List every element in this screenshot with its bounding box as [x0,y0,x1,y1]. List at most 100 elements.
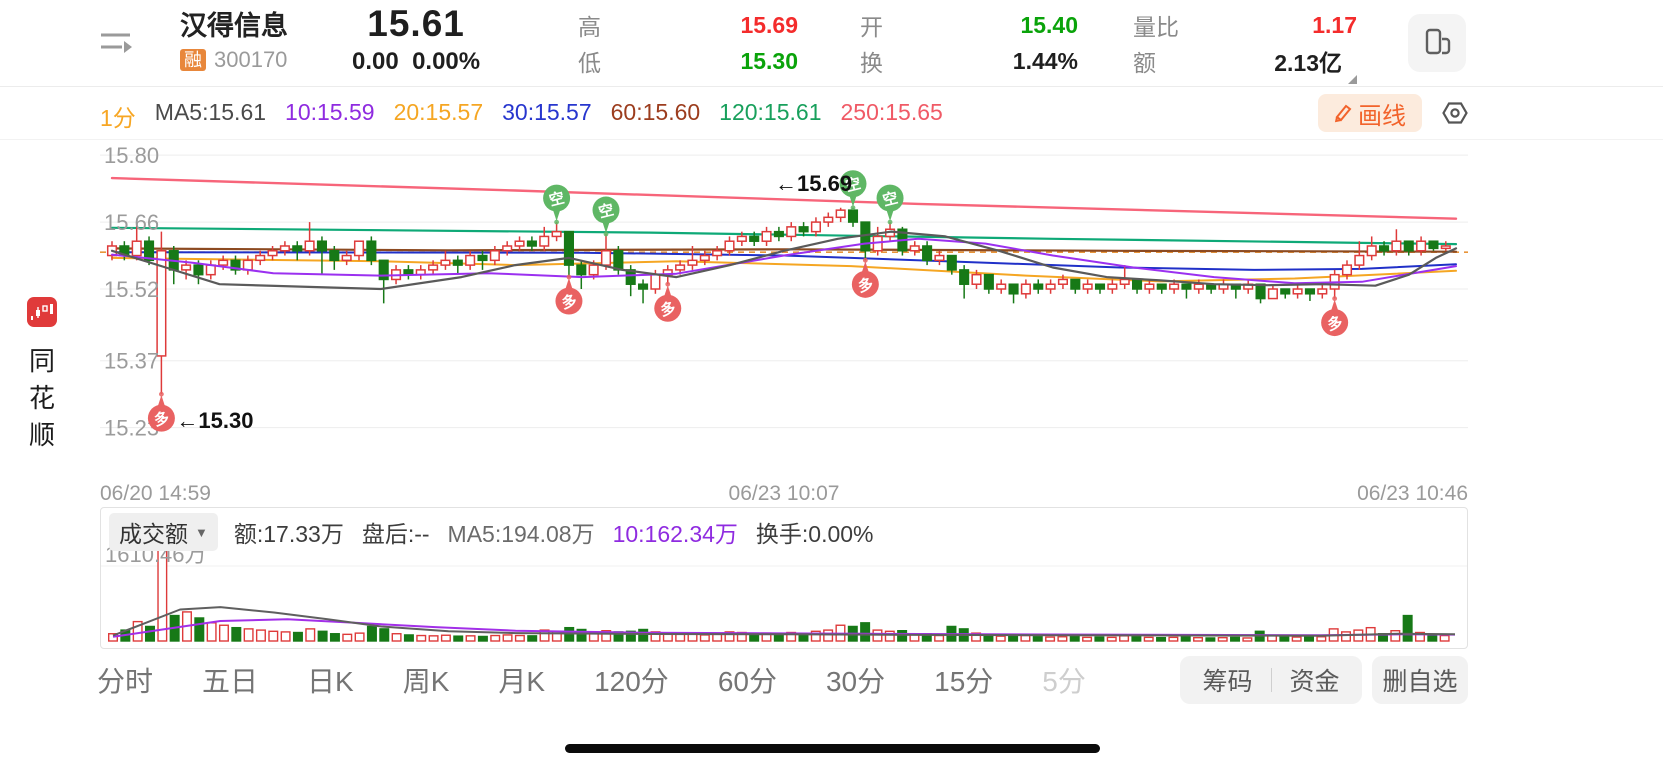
svg-text:15.80: 15.80 [104,143,159,168]
tab-60分[interactable]: 60分 [717,666,777,697]
tab-120分[interactable]: 120分 [594,666,669,697]
volume-stat: 额:17.33万 [233,521,344,547]
rotate-screen-button[interactable] [1408,14,1466,72]
tab-5分[interactable]: 5分 [1042,666,1086,697]
volume-pane[interactable]: 1610.46万 成交额 ▼ 额:17.33万 盘后:-- MA5:194.08万 1… [100,507,1468,649]
short-signal-bubble[interactable]: 空 [876,184,904,225]
stock-code: 300170 [214,47,288,72]
price-change: 0.00 0.00% [352,48,481,75]
ths-brand: 同花顺 [22,296,62,454]
long-signal-bubble[interactable]: 多 [851,257,879,298]
ma-value-label: 30:15.57 [502,99,592,125]
pencil-icon [1334,104,1352,123]
quote-stat-row: 换 1.44% [860,44,1078,78]
remove-watchlist-button[interactable]: 删自选 [1372,656,1468,704]
stat-value: 1.17 [1312,11,1357,38]
tab-分时[interactable]: 分时 [97,666,154,697]
quote-stat-column: 量比 1.17 额 2.13亿 [1133,8,1357,84]
time-axis-center: 06/23 10:07 [728,482,840,505]
time-axis: 06/20 14:59 06/23 10:07 06/23 10:46 [100,482,1468,506]
short-signal-bubble[interactable]: 空 [839,170,867,211]
period-tabbar: 分时 五日 日K 周K 月K 120分 60分 30分 15分 5分 [97,655,1087,705]
short-signal-bubble[interactable]: 空 [543,184,571,225]
expand-corner-icon[interactable] [1348,75,1357,84]
svg-text:多: 多 [560,291,579,312]
quote-stat-row: 额 2.13亿 [1133,44,1357,84]
tab-周K[interactable]: 周K [402,666,450,697]
stat-label: 额 [1133,50,1156,76]
stock-name[interactable]: 汉得信息 [180,11,288,41]
button-筹码[interactable]: 筹码 [1202,668,1253,696]
volume-stat: MA5:194.08万 [447,521,595,547]
settings-gear-icon[interactable] [1440,98,1470,128]
stat-value: 1.44% [1012,47,1078,74]
long-signal-bubble[interactable]: 多 [147,391,175,432]
ma-indicator-row: 1分 MA5:15.61 10:15.59 20:15.57 30:15.57 60:15… [0,87,1663,140]
ma-value-label: 120:15.61 [719,99,822,125]
ma-line-ma60 [110,247,1458,253]
last-price: 15.61 [367,3,465,44]
svg-text:15.66: 15.66 [104,210,159,235]
long-signal-bubble[interactable]: 多 [654,281,682,322]
svg-text:多: 多 [1325,313,1344,334]
period-label[interactable]: 1分 [100,105,136,131]
rotate-phone-icon [1425,28,1451,55]
home-indicator [565,744,1100,753]
long-signal-bubble[interactable]: 多 [1321,296,1349,337]
ths-logo-icon [27,297,57,327]
short-signal-bubble[interactable]: 空 [592,196,620,237]
tab-15分[interactable]: 15分 [934,666,994,697]
tab-月K[interactable]: 月K [498,666,546,697]
stat-label: 换 [860,50,883,76]
ma-line-ma10 [111,237,1457,285]
tab-日K[interactable]: 日K [307,666,354,697]
long-signal-bubble[interactable]: 多 [555,274,583,315]
brand-vertical-text: 同花顺 [28,346,55,450]
switch-stock-icon[interactable] [100,26,134,58]
volume-bars [107,542,1450,642]
ma-value-label: 10:15.59 [285,99,375,125]
svg-text:空: 空 [844,174,863,195]
time-axis-right: 06/23 10:46 [1357,482,1468,505]
ma-value-label: MA5:15.61 [154,99,267,125]
volume-stat: 盘后:-- [361,521,430,547]
svg-text:空: 空 [597,200,616,221]
price-annotation: ←15.69 [775,171,852,196]
svg-text:空: 空 [547,189,566,210]
ma-line-ma120 [110,226,1458,246]
volume-stat: 10:162.34万 [612,521,738,547]
quote-stat-column: 开 15.40 换 1.44% [860,8,1078,80]
draw-line-button[interactable]: 画线 [1318,94,1422,132]
volume-stats: 额:17.33万 盘后:-- MA5:194.08万 10:162.34万 换手:0.0… [234,515,874,549]
divider [1270,668,1272,692]
quote-stat-row: 量比 1.17 [1133,8,1357,42]
volume-indicator-select[interactable]: 成交额 ▼ [109,513,218,551]
ma-value-label: 250:15.65 [840,99,943,125]
chips-funds-buttons: 筹码 资金 [1180,656,1362,704]
tab-五日[interactable]: 五日 [202,666,259,697]
stat-label: 量比 [1133,14,1179,40]
stat-label: 开 [860,14,883,40]
quote-stat-row: 低 15.30 [578,44,798,78]
tab-30分[interactable]: 30分 [825,666,886,697]
stat-value: 15.69 [740,11,798,38]
ma-line-ma250 [110,176,1458,220]
time-axis-left: 06/20 14:59 [100,482,211,505]
svg-text:多: 多 [856,275,875,296]
svg-text:15.52: 15.52 [104,277,159,302]
chevron-down-icon: ▼ [195,524,208,540]
button-资金[interactable]: 资金 [1289,668,1340,696]
main-kline-chart[interactable]: 15.80 15.66 15.52 15.37 15.23 空空空空多多多多多 ←15.69… [100,140,1468,482]
quote-stat-row: 高 15.69 [578,8,798,42]
price-annotation: ←15.30 [176,408,253,433]
svg-text:15.37: 15.37 [104,349,159,374]
stat-value: 2.13亿 [1274,44,1357,84]
header: 汉得信息 融 300170 15.61 0.00 0.00% 高 15.69 低 15… [0,0,1663,87]
stat-value: 15.30 [740,47,798,74]
quote-stat-row: 开 15.40 [860,8,1078,42]
candles-layer [106,207,1451,395]
svg-text:多: 多 [152,409,171,430]
stat-value: 15.40 [1020,11,1078,38]
